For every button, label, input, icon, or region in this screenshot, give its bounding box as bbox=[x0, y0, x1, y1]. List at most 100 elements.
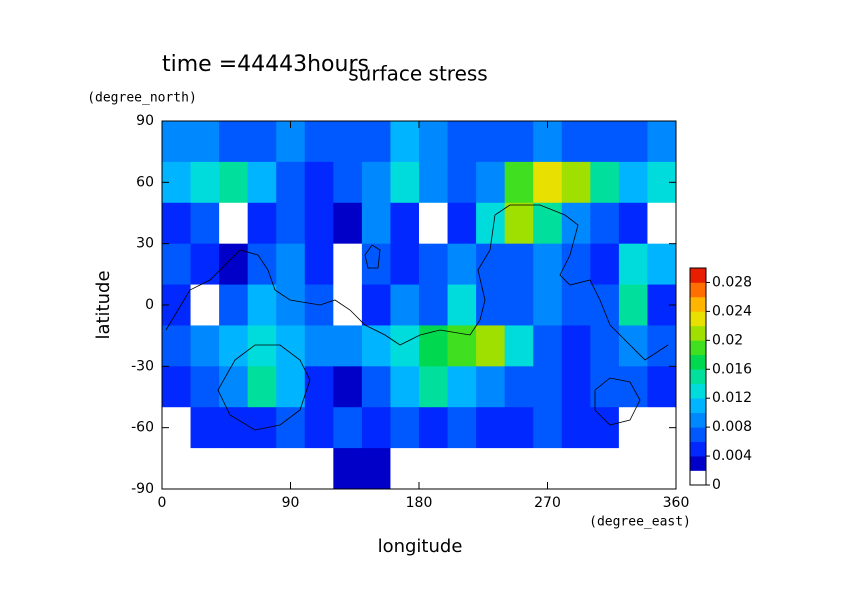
cell bbox=[618, 325, 648, 367]
cell bbox=[190, 448, 220, 489]
cell bbox=[361, 448, 391, 489]
cell bbox=[304, 202, 334, 245]
cell bbox=[333, 284, 363, 326]
colorbar-tick-label: 0.008 bbox=[712, 419, 752, 435]
cell bbox=[533, 407, 563, 449]
cell bbox=[247, 243, 277, 286]
cell bbox=[361, 407, 391, 449]
cell bbox=[276, 243, 306, 286]
y-tick-label: 60 bbox=[136, 174, 154, 190]
cell bbox=[219, 407, 249, 449]
colorbar-swatch bbox=[690, 340, 706, 356]
colorbar-tick-label: 0.016 bbox=[712, 361, 752, 377]
cell bbox=[333, 121, 363, 163]
cell bbox=[618, 161, 648, 204]
cell bbox=[247, 202, 277, 245]
cell bbox=[390, 366, 420, 408]
cell bbox=[476, 161, 506, 204]
x-tick-label: 180 bbox=[406, 495, 433, 511]
cell bbox=[190, 243, 220, 286]
cell bbox=[590, 325, 620, 367]
y-tick-label: -90 bbox=[131, 481, 154, 497]
cell bbox=[276, 366, 306, 408]
cell bbox=[476, 121, 506, 163]
cell bbox=[419, 202, 449, 245]
cell bbox=[419, 366, 449, 408]
cell bbox=[390, 407, 420, 449]
y-tick-label: -60 bbox=[131, 420, 154, 436]
cell bbox=[190, 284, 220, 326]
y-tick-label: -30 bbox=[131, 358, 154, 374]
cell bbox=[276, 202, 306, 245]
cell bbox=[190, 407, 220, 449]
cell bbox=[476, 284, 506, 326]
cell bbox=[390, 325, 420, 367]
cell bbox=[190, 161, 220, 204]
cell bbox=[590, 284, 620, 326]
cell bbox=[219, 202, 249, 245]
cell bbox=[447, 407, 477, 449]
colorbar-swatch bbox=[690, 441, 706, 457]
colorbar-swatch bbox=[690, 412, 706, 428]
colorbar-swatch bbox=[690, 398, 706, 413]
colorbar-swatch bbox=[690, 325, 706, 341]
cell bbox=[504, 407, 534, 449]
cell bbox=[590, 448, 620, 489]
cell bbox=[647, 243, 676, 286]
cell bbox=[304, 243, 334, 286]
cell bbox=[162, 366, 192, 408]
cell bbox=[390, 448, 420, 489]
y-axis-label: latitude bbox=[93, 270, 114, 339]
colorbar-swatch bbox=[690, 456, 706, 471]
cell bbox=[333, 202, 363, 245]
y-tick-label: 30 bbox=[136, 236, 154, 252]
cell bbox=[361, 121, 391, 163]
cell bbox=[419, 448, 449, 489]
cell bbox=[590, 202, 620, 245]
cell bbox=[561, 243, 591, 286]
x-axis-label: longitude bbox=[378, 536, 463, 557]
cell bbox=[476, 448, 506, 489]
cell bbox=[561, 325, 591, 367]
x-unit: (degree_east) bbox=[589, 515, 691, 530]
cell bbox=[219, 161, 249, 204]
colorbar-tick-label: 0.028 bbox=[712, 274, 752, 290]
cell bbox=[333, 448, 363, 489]
cell bbox=[504, 448, 534, 489]
chart-title: surface stress bbox=[348, 62, 487, 86]
cell bbox=[476, 366, 506, 408]
cell bbox=[504, 366, 534, 408]
cell bbox=[618, 407, 648, 449]
cell bbox=[390, 284, 420, 326]
cell bbox=[333, 243, 363, 286]
cell bbox=[647, 121, 676, 163]
cell bbox=[561, 121, 591, 163]
cell bbox=[219, 121, 249, 163]
cell bbox=[304, 407, 334, 449]
colorbar-swatch bbox=[690, 354, 706, 370]
cell bbox=[333, 366, 363, 408]
cell bbox=[533, 161, 563, 204]
cell bbox=[618, 121, 648, 163]
cell bbox=[247, 325, 277, 367]
cell bbox=[447, 161, 477, 204]
cell bbox=[504, 325, 534, 367]
coastlines bbox=[165, 204, 669, 431]
cell bbox=[361, 366, 391, 408]
cell bbox=[504, 121, 534, 163]
cell bbox=[533, 243, 563, 286]
cell bbox=[247, 407, 277, 449]
cell bbox=[276, 161, 306, 204]
cell bbox=[447, 448, 477, 489]
x-tick-label: 270 bbox=[534, 495, 561, 511]
cell bbox=[361, 243, 391, 286]
cell bbox=[618, 284, 648, 326]
colorbar: 0 0.004 0.008 0.012 0.016 0.02 0.024 0.028 bbox=[689, 267, 752, 493]
colorbar-swatch bbox=[690, 268, 706, 283]
colorbar-swatch bbox=[690, 311, 706, 327]
cell bbox=[533, 202, 563, 245]
cell bbox=[647, 202, 676, 245]
cell bbox=[419, 243, 449, 286]
x-tick-label: 0 bbox=[158, 495, 167, 511]
cell bbox=[276, 284, 306, 326]
